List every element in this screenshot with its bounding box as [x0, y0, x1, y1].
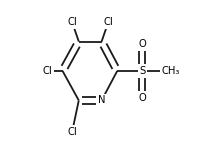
Text: O: O	[139, 93, 146, 103]
Text: Cl: Cl	[43, 66, 52, 76]
Text: S: S	[139, 66, 146, 76]
Text: Cl: Cl	[103, 17, 113, 27]
Text: CH₃: CH₃	[162, 66, 180, 76]
Text: Cl: Cl	[67, 17, 77, 27]
Text: O: O	[139, 39, 146, 49]
Text: N: N	[98, 95, 105, 105]
Text: Cl: Cl	[67, 127, 77, 137]
